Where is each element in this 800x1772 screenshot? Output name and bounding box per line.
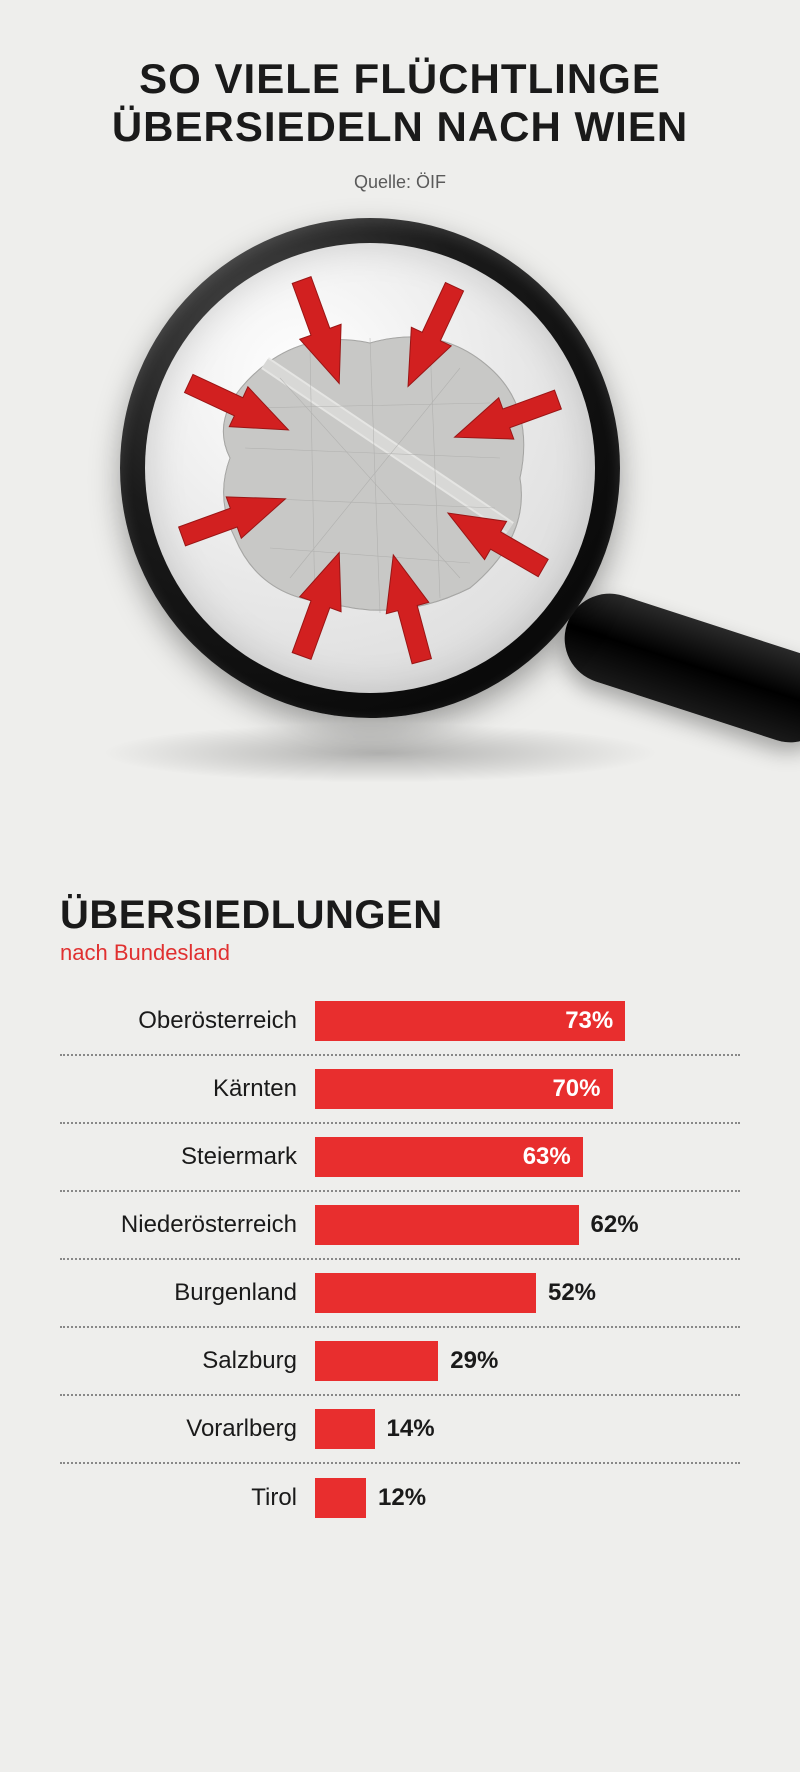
chart-row: Salzburg 29%	[60, 1328, 740, 1396]
chart-section: ÜBERSIEDLUNGEN nach Bundesland Oberöster…	[0, 893, 800, 1532]
percentage-label: 52%	[548, 1279, 596, 1307]
bar	[315, 1273, 536, 1313]
bar	[315, 1205, 579, 1245]
bar	[315, 1409, 375, 1449]
bar: 73%	[315, 1001, 625, 1041]
glass-shadow	[100, 723, 660, 783]
percentage-label: 62%	[591, 1211, 639, 1239]
bar-wrap: 63%	[315, 1137, 740, 1177]
bar-wrap: 12%	[315, 1478, 740, 1518]
row-label: Burgenland	[60, 1279, 315, 1307]
percentage-label: 12%	[378, 1484, 426, 1512]
bar-wrap: 70%	[315, 1069, 740, 1109]
page-title: SO VIELE FLÜCHTLINGE ÜBERSIEDELN NACH WI…	[0, 55, 800, 152]
row-label: Niederösterreich	[60, 1211, 315, 1239]
bar	[315, 1478, 366, 1518]
percentage-label: 14%	[387, 1415, 435, 1443]
bar-wrap: 52%	[315, 1273, 740, 1313]
bar: 70%	[315, 1069, 613, 1109]
bar-wrap: 62%	[315, 1205, 740, 1245]
magnifier-lens	[145, 243, 595, 693]
source-label: Quelle: ÖIF	[0, 172, 800, 193]
bar	[315, 1341, 438, 1381]
percentage-label: 63%	[523, 1143, 571, 1171]
bar-chart: Oberösterreich 73% Kärnten 70% Steiermark 63%…	[60, 988, 740, 1532]
percentage-label: 29%	[450, 1347, 498, 1375]
row-label: Oberösterreich	[60, 1007, 315, 1035]
chart-row: Steiermark 63%	[60, 1124, 740, 1192]
vienna-map-icon	[190, 308, 550, 628]
bar-wrap: 73%	[315, 1001, 740, 1041]
title-line-1: SO VIELE FLÜCHTLINGE	[139, 55, 661, 102]
chart-row: Vorarlberg 14%	[60, 1396, 740, 1464]
section-title: ÜBERSIEDLUNGEN	[60, 893, 740, 938]
row-label: Vorarlberg	[60, 1415, 315, 1443]
chart-row: Oberösterreich 73%	[60, 988, 740, 1056]
title-line-2: ÜBERSIEDELN NACH WIEN	[112, 103, 688, 150]
bar-wrap: 14%	[315, 1409, 740, 1449]
chart-row: Niederösterreich 62%	[60, 1192, 740, 1260]
header: SO VIELE FLÜCHTLINGE ÜBERSIEDELN NACH WI…	[0, 0, 800, 193]
magnifier-handle	[553, 582, 800, 754]
chart-row: Kärnten 70%	[60, 1056, 740, 1124]
row-label: Steiermark	[60, 1143, 315, 1171]
magnifier-visual	[0, 203, 800, 843]
chart-row: Burgenland 52%	[60, 1260, 740, 1328]
row-label: Kärnten	[60, 1075, 315, 1103]
percentage-label: 70%	[552, 1075, 600, 1103]
row-label: Tirol	[60, 1484, 315, 1512]
percentage-label: 73%	[565, 1007, 613, 1035]
row-label: Salzburg	[60, 1347, 315, 1375]
bar-wrap: 29%	[315, 1341, 740, 1381]
bar: 63%	[315, 1137, 583, 1177]
chart-row: Tirol 12%	[60, 1464, 740, 1532]
section-subtitle: nach Bundesland	[60, 940, 740, 966]
